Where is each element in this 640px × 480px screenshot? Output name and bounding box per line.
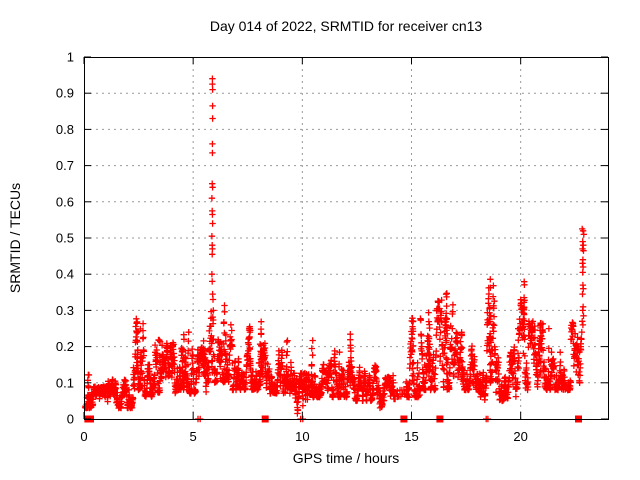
chart-title: Day 014 of 2022, SRMTID for receiver cn1… [210, 18, 483, 34]
y-tick-label: 0.1 [56, 375, 74, 390]
y-tick-label: 0.2 [56, 339, 74, 354]
y-tick-label: 0.9 [56, 86, 74, 101]
x-tick-label: 20 [513, 429, 527, 444]
x-tick-label: 5 [190, 429, 197, 444]
x-tick-label: 0 [80, 429, 87, 444]
x-tick-label: 10 [295, 429, 309, 444]
axis-tick-labels: 0 5 10 15 20 0 0.1 0.2 0.3 0.4 0.5 0.6 0.7 0.8 0.9 1 [56, 50, 528, 445]
y-tick-label: 0.5 [56, 231, 74, 246]
y-tick-label: 0.6 [56, 194, 74, 209]
y-tick-label: 0 [67, 412, 74, 427]
y-tick-label: 0.8 [56, 122, 74, 137]
axis-ticks [83, 56, 608, 420]
x-tick-label: 15 [404, 429, 418, 444]
y-axis-label: SRMTID / TECUs [7, 183, 23, 293]
y-tick-label: 1 [67, 50, 74, 65]
y-tick-label: 0.4 [56, 267, 74, 282]
x-axis-label: GPS time / hours [293, 450, 400, 466]
y-tick-label: 0.3 [56, 303, 74, 318]
data-points-series [82, 75, 587, 417]
y-tick-label: 0.7 [56, 158, 74, 173]
